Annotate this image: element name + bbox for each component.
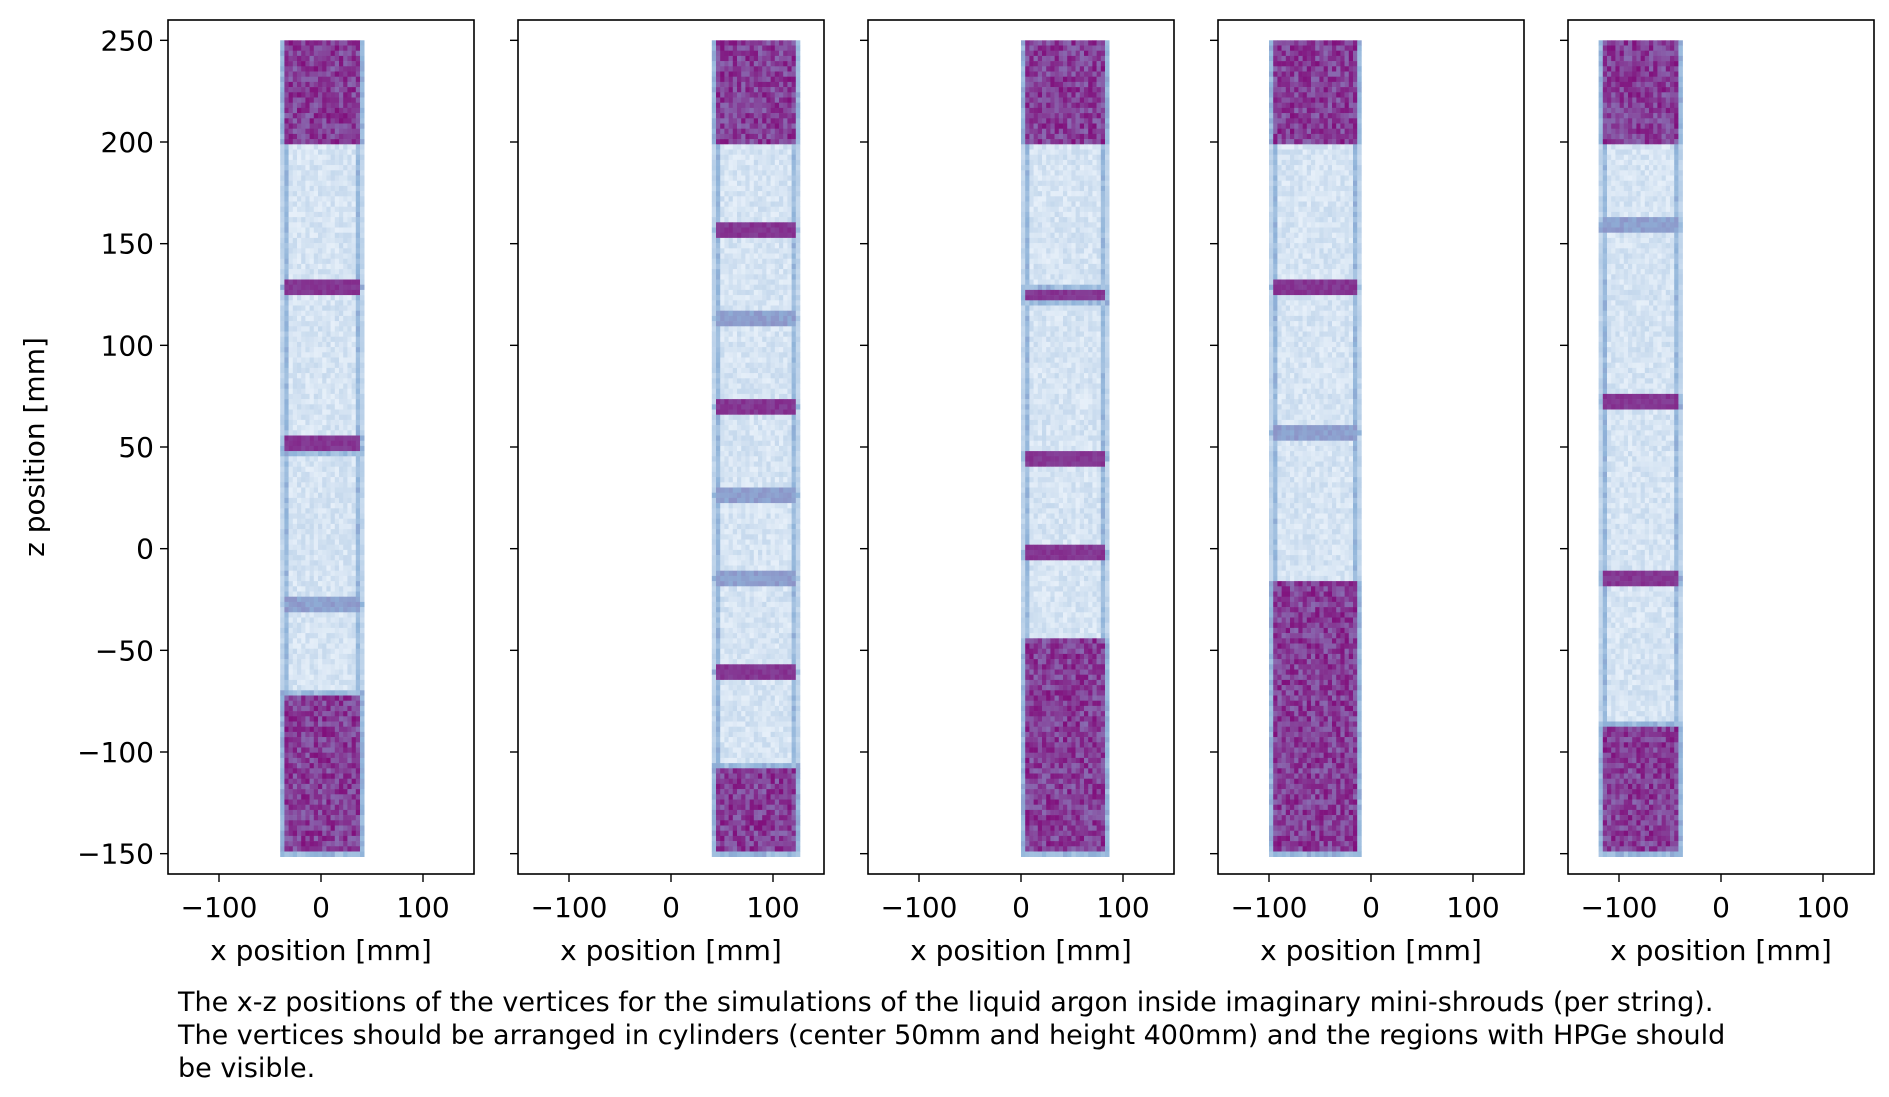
- figure-caption: The x-z positions of the vertices for th…: [178, 986, 1878, 1085]
- y-tick-label: −150: [77, 838, 154, 871]
- x-tick-label: −100: [1581, 891, 1658, 924]
- y-tick-label: −100: [77, 736, 154, 769]
- panel-1: 250 200 150 100 50 0 −50 −100 −150 −100 0 100 x posi…: [77, 19, 475, 967]
- y-tick-label: −50: [95, 634, 154, 667]
- caption-line-1: The x-z positions of the vertices for th…: [178, 987, 1714, 1018]
- heatmap-cells-panel-4: [1269, 40, 1362, 857]
- panel-2: −100 0 100 x position [mm]: [510, 19, 825, 967]
- y-tick-label: 100: [101, 329, 154, 362]
- y-tick-label: 200: [101, 126, 154, 159]
- x-tick-label: 100: [1096, 891, 1149, 924]
- panel-5: −100 0 100 x position [mm]: [1560, 19, 1875, 967]
- figure: z position [mm] 250 200 150 100 50 0 −50 −100 −15…: [18, 19, 1875, 967]
- x-tick-label: 100: [1446, 891, 1499, 924]
- x-tick-label: 0: [662, 891, 680, 924]
- caption-line-2: The vertices should be arranged in cylin…: [178, 1020, 1726, 1051]
- x-tick-label: −100: [881, 891, 958, 924]
- caption-line-3: be visible.: [178, 1053, 316, 1084]
- heatmap-cells-panel-5: [1598, 40, 1683, 857]
- x-axis-label-panel-1: x position [mm]: [210, 934, 432, 967]
- axes-frame-panel-4: [1217, 19, 1525, 875]
- x-tick-label: 0: [1712, 891, 1730, 924]
- y-tick-label: 150: [101, 228, 154, 261]
- x-axis-label-panel-4: x position [mm]: [1260, 934, 1482, 967]
- x-tick-label: −100: [1231, 891, 1308, 924]
- y-tick-label: 50: [118, 431, 154, 464]
- y-axis-label: z position [mm]: [18, 337, 51, 557]
- x-tick-label: 0: [312, 891, 330, 924]
- panel-3: −100 0 100 x position [mm]: [860, 19, 1175, 967]
- x-tick-label: 100: [746, 891, 799, 924]
- panel-4: −100 0 100 x position [mm]: [1210, 19, 1525, 967]
- x-axis-label-panel-2: x position [mm]: [560, 934, 782, 967]
- x-axis-label-panel-3: x position [mm]: [910, 934, 1132, 967]
- x-tick-label: 0: [1012, 891, 1030, 924]
- x-tick-label: 100: [1796, 891, 1849, 924]
- x-tick-label: −100: [531, 891, 608, 924]
- heatmap-cells-panel-3: [1021, 40, 1110, 857]
- x-tick-label: −100: [181, 891, 258, 924]
- x-tick-label: 100: [396, 891, 449, 924]
- y-tick-label: 250: [101, 24, 154, 57]
- y-tick-label: 0: [136, 533, 154, 566]
- heatmap-cells-panel-2: [711, 40, 801, 857]
- x-axis-label-panel-5: x position [mm]: [1610, 934, 1832, 967]
- heatmap-cells-panel-1: [280, 40, 365, 857]
- x-tick-label: 0: [1362, 891, 1380, 924]
